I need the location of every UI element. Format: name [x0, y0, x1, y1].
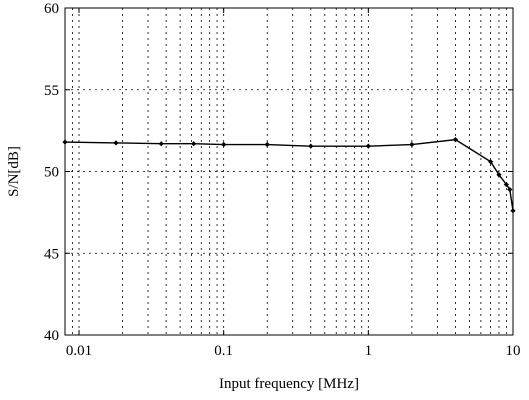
data-point: [308, 143, 314, 149]
x-tick-label: 0.1: [214, 343, 233, 359]
series-group: [62, 137, 516, 214]
y-tick-label: 60: [44, 1, 59, 17]
grid: [65, 8, 513, 335]
x-tick-label: 0.01: [66, 343, 92, 359]
data-point: [221, 141, 227, 148]
plot-frame: [64, 7, 514, 336]
y-axis-ticks: 40 45 50 55 60: [44, 1, 513, 344]
y-tick-label: 45: [44, 246, 59, 262]
data-point: [158, 141, 164, 147]
data-point: [496, 172, 502, 178]
data-point: [409, 141, 415, 148]
x-axis-ticks: 0.01 0.1 1 10: [66, 8, 521, 359]
data-point: [264, 141, 270, 148]
y-axis-label: S/N[dB]: [6, 146, 22, 197]
y-tick-label: 50: [44, 165, 59, 181]
data-point: [452, 137, 459, 143]
y-tick-label: 40: [44, 328, 59, 344]
y-tick-label: 55: [44, 83, 59, 99]
data-point: [487, 159, 494, 165]
data-point: [503, 181, 509, 188]
x-tick-label: 10: [506, 343, 521, 359]
data-point: [113, 140, 119, 146]
x-axis-label: Input frequency [MHz]: [219, 376, 359, 392]
series-line: [64, 138, 514, 211]
data-point: [365, 143, 371, 149]
x-tick-label: 1: [365, 343, 373, 359]
data-point: [191, 141, 197, 147]
data-point: [507, 186, 513, 193]
